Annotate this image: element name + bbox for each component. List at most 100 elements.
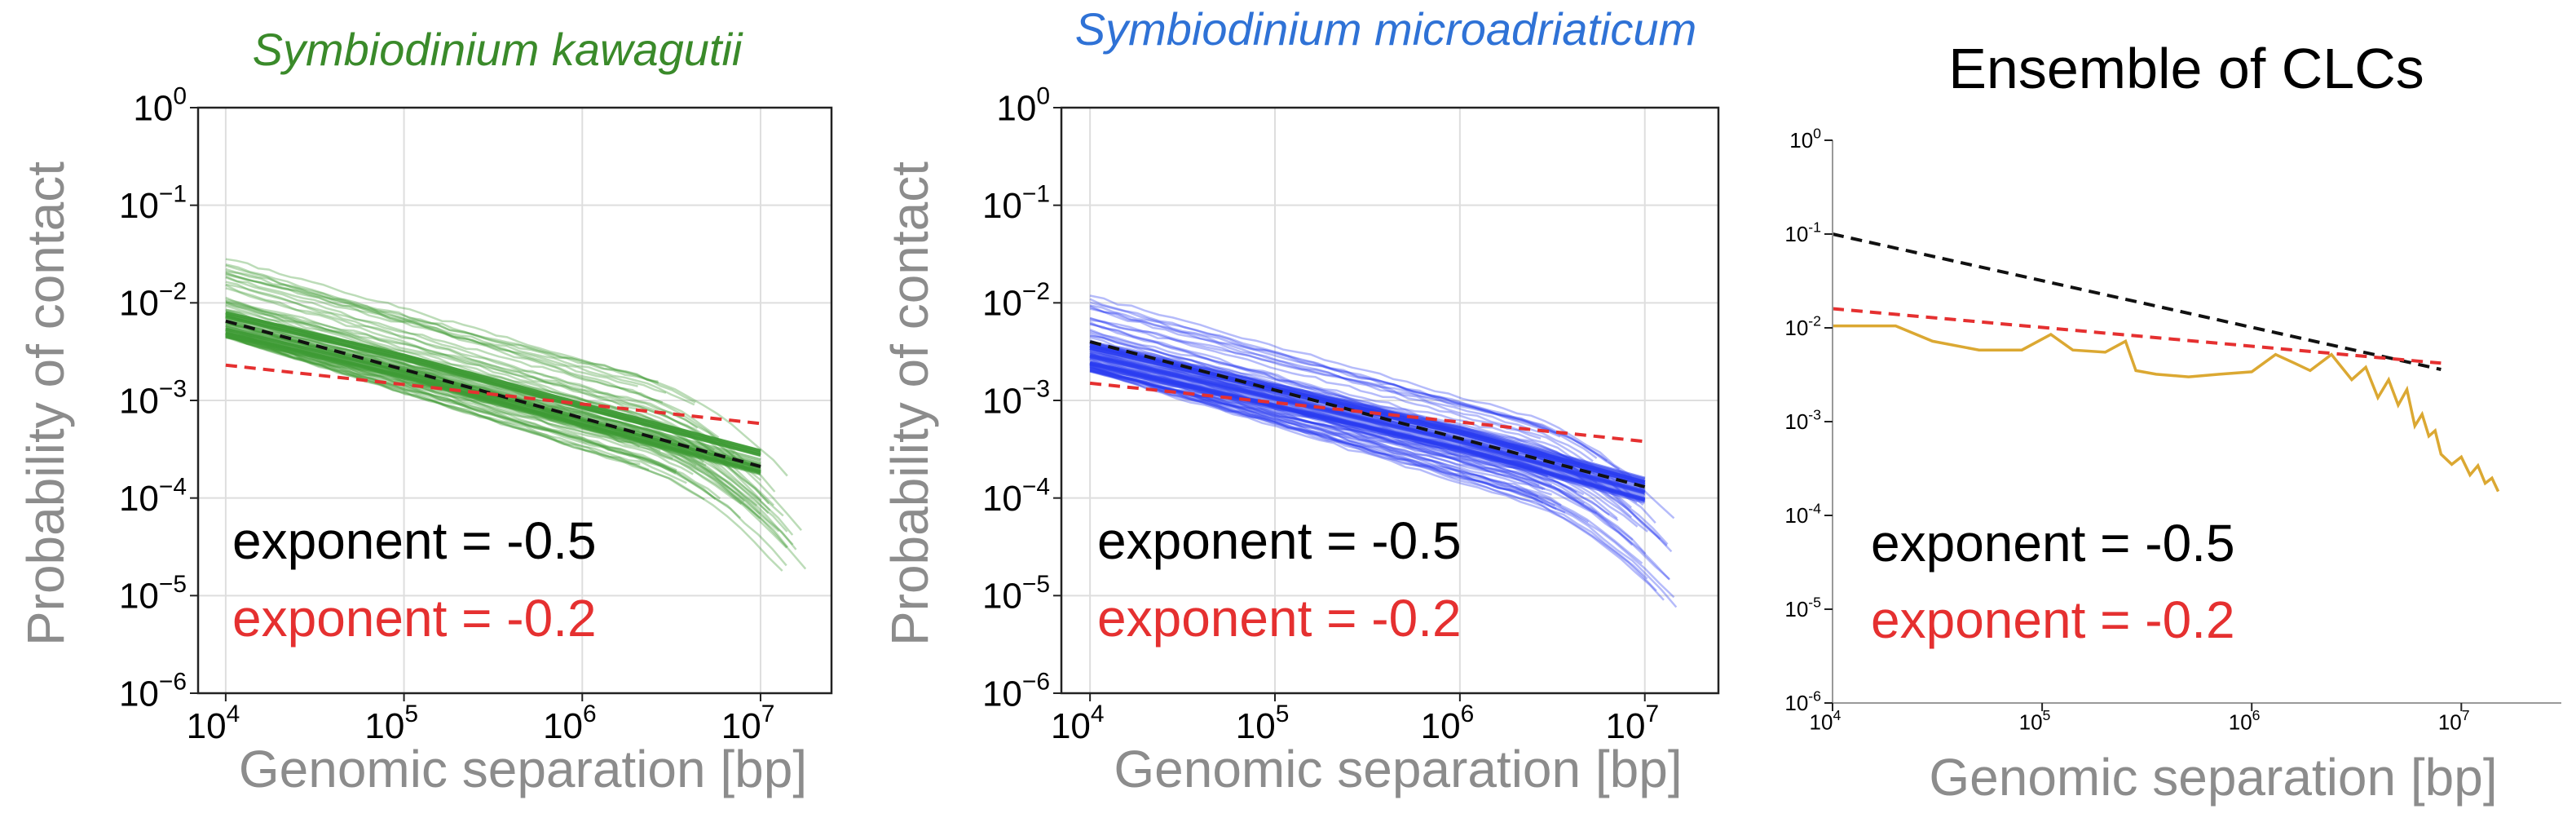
y-tick-label: 10-3 [1784, 406, 1821, 434]
bundle-curve [1089, 366, 1678, 608]
bundle-curve [225, 332, 717, 500]
y-tick-base: 10 [119, 479, 159, 519]
y-tick-label: 100 [996, 83, 1050, 129]
bundle-curve [225, 283, 664, 404]
bundle-curve [225, 336, 677, 473]
exponent-annotation-red: exponent = -0.2 [1871, 590, 2235, 649]
y-tick-exponent: −2 [1022, 278, 1050, 305]
bundle-curve [225, 335, 705, 501]
y-tick-exponent: 0 [1036, 83, 1050, 110]
x-tick-base: 10 [2019, 710, 2043, 735]
x-tick-exponent: 7 [1645, 701, 1659, 727]
x-tick-exponent: 5 [1276, 701, 1290, 727]
x-tick-label: 105 [1236, 701, 1290, 746]
y-tick-base: 10 [982, 479, 1022, 519]
y-tick-base: 10 [119, 284, 159, 324]
bundle-curve [1089, 370, 1544, 504]
x-axis-label: Genomic separation [bp] [1929, 748, 2497, 807]
bundle-curve [225, 270, 696, 404]
bundle-core-curve [225, 329, 761, 472]
panel-microadriaticum: 104 105 106 10710010−110−210−310−410−510−6S… [880, 3, 1720, 798]
y-tick-base: 10 [982, 381, 1022, 421]
y-tick-label: 100 [133, 83, 187, 129]
bundle-curve [225, 263, 720, 439]
bundle-curve [225, 298, 739, 462]
bundle-curve [225, 273, 695, 406]
y-axis-label: Probability of contact [880, 161, 939, 646]
bundle-core-curve [1089, 357, 1646, 497]
y-tick-base: 10 [1784, 597, 1808, 621]
panel-clc-ensemble: 104 105 106 10710010-110-210-310-410-510-6E… [1784, 37, 2561, 807]
y-tick-base: 10 [1784, 691, 1808, 715]
x-tick-label: 104 [1051, 701, 1105, 746]
y-tick-label: 10−1 [119, 180, 187, 226]
y-tick-label: 10-5 [1784, 594, 1821, 621]
exponent-annotation-red: exponent = -0.2 [232, 589, 597, 648]
y-tick-exponent: −4 [159, 473, 187, 500]
y-tick-base: 10 [982, 284, 1022, 324]
bundle-curve [225, 271, 638, 387]
bundle-curve [1089, 367, 1634, 546]
bundle-curve [1089, 369, 1553, 486]
bundle-curve [1089, 368, 1648, 580]
y-axis-label: Probability of contact [16, 161, 75, 646]
bundle-curve [225, 258, 659, 384]
x-tick-label: 107 [1606, 701, 1660, 746]
bundle-core-curve [1089, 364, 1646, 504]
bundle-curve [225, 334, 743, 506]
x-tick-label: 106 [2229, 707, 2261, 735]
y-tick-exponent: -5 [1808, 594, 1821, 610]
panel-title: Symbiodinium kawagutii [253, 24, 743, 75]
bundle-curve [225, 317, 770, 505]
x-tick-exponent: 6 [1461, 701, 1475, 727]
y-tick-label: 10−5 [982, 571, 1050, 617]
y-tick-base: 10 [1784, 503, 1808, 528]
x-tick-exponent: 4 [1091, 701, 1105, 727]
bundle-curve [225, 335, 641, 466]
y-tick-base: 10 [1784, 409, 1808, 434]
bundle-core-curve [225, 334, 761, 476]
bundle-curve [225, 332, 742, 519]
bundle-curve [225, 301, 761, 481]
x-tick-base: 10 [364, 706, 404, 746]
x-tick-base: 10 [721, 706, 761, 746]
y-tick-base: 10 [982, 186, 1022, 226]
x-tick-label: 107 [2438, 707, 2470, 735]
exponent-annotation-black: exponent = -0.5 [1871, 514, 2235, 573]
bundle-curve [1089, 330, 1610, 480]
bundle-curve [225, 301, 728, 463]
bundle-curve [1089, 369, 1665, 601]
bundle-curve [1089, 319, 1675, 519]
y-tick-exponent: −6 [1022, 669, 1050, 696]
panel-kawagutii: 104 105 106 10710010−110−210−310−410−510−6S… [16, 24, 833, 798]
x-tick-exponent: 5 [404, 701, 418, 727]
y-tick-label: 10-6 [1784, 687, 1821, 715]
bundle-curve [1089, 304, 1644, 506]
bundle-curve [225, 334, 687, 484]
bundle-curve [1089, 316, 1542, 440]
x-tick-base: 10 [1606, 706, 1646, 746]
y-tick-base: 10 [982, 674, 1022, 714]
bundle-curve [1089, 366, 1562, 506]
exponent-annotation-black: exponent = -0.5 [232, 511, 597, 570]
y-tick-label: 10−3 [119, 376, 187, 422]
y-tick-base: 10 [133, 88, 173, 128]
bundle-curve [1089, 366, 1552, 496]
x-tick-base: 10 [2229, 710, 2252, 735]
y-tick-exponent: −3 [159, 376, 187, 403]
bundle-curve [1089, 369, 1619, 522]
y-tick-exponent: −2 [159, 278, 187, 305]
y-tick-exponent: 0 [173, 83, 187, 110]
x-tick-base: 10 [187, 706, 227, 746]
bundle-curve [1089, 294, 1643, 489]
bundle-curve [1089, 367, 1634, 542]
panel-title: Symbiodinium microadriaticum [1075, 3, 1696, 55]
y-tick-label: 10−6 [119, 669, 187, 714]
x-tick-exponent: 4 [1833, 707, 1841, 723]
bundle-curve [225, 281, 695, 438]
bundle-curve [225, 332, 721, 500]
bundle-core-curve [225, 320, 761, 462]
y-tick-exponent: −4 [1022, 473, 1050, 500]
x-tick-label: 106 [1421, 701, 1475, 746]
y-tick-label: 10−4 [982, 473, 1050, 519]
